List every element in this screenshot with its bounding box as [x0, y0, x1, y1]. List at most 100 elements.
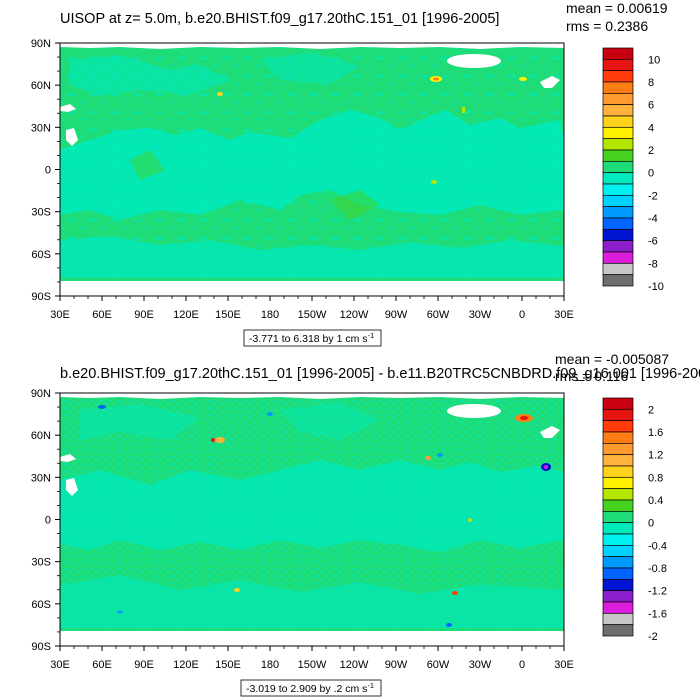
colorbar-label: 8	[648, 77, 654, 89]
x-tick-label: 120W	[340, 309, 369, 321]
colorbar-label: -8	[648, 258, 658, 270]
colorbar-label: -4	[648, 213, 658, 225]
colorbar-swatch	[602, 149, 634, 162]
colorbar-label: 2	[648, 145, 654, 157]
colorbar-swatch	[602, 408, 634, 422]
x-tick-label: 120W	[340, 659, 369, 671]
colorbar-swatch	[602, 240, 634, 253]
colorbar-label: -0.8	[648, 563, 667, 575]
y-tick-label: 90S	[31, 641, 51, 653]
colorbar-swatch	[602, 194, 634, 208]
panel-1-map	[60, 43, 564, 296]
colorbar-label: -10	[648, 281, 664, 293]
y-tick-label: 30N	[31, 472, 51, 484]
x-tick-label: 150W	[298, 659, 327, 671]
colorbar-label: -1.6	[648, 608, 667, 620]
panel-1-title: UISOP at z= 5.0m, b.e20.BHIST.f09_g17.20…	[60, 11, 499, 27]
colorbar-swatch	[602, 442, 634, 456]
x-tick-label: 180	[261, 309, 279, 321]
panel-2-axes: 30E 60E 90E 120E 150E 180 150W 120W 90W 60W 30W 0 30…	[31, 388, 574, 671]
panel-2-range-label: -3.019 to 2.909 by .2 cm s-1	[246, 681, 374, 695]
colorbar-label: 6	[648, 100, 654, 112]
colorbar-swatch	[602, 274, 634, 287]
colorbar-swatch	[602, 183, 634, 196]
colorbar-swatch	[602, 138, 634, 151]
colorbar-label: -6	[648, 236, 658, 248]
y-tick-label: 0	[45, 515, 51, 527]
colorbar-swatch	[602, 499, 634, 512]
x-tick-label: 120E	[173, 309, 199, 321]
colorbar-swatch	[602, 81, 634, 94]
panel-1-mean: mean = 0.00619	[566, 0, 668, 16]
x-tick-label: 180	[261, 659, 279, 671]
x-tick-label: 60W	[427, 309, 450, 321]
colorbar-swatch	[602, 612, 634, 626]
x-tick-label: 0	[519, 309, 525, 321]
colorbar-swatch	[602, 624, 634, 637]
x-tick-label: 150E	[215, 309, 241, 321]
panel-1-rms: rms = 0.2386	[566, 18, 648, 34]
colorbar-swatch	[602, 115, 634, 128]
colorbar-label: 0.4	[648, 495, 663, 507]
x-tick-label: 90W	[385, 659, 408, 671]
y-tick-label: 0	[45, 165, 51, 177]
x-tick-label: 90W	[385, 309, 408, 321]
colorbar-swatch	[602, 533, 634, 546]
x-tick-label: 60E	[92, 659, 112, 671]
panel-1-colorbar: 10 8 6 4 2 0 -2 -4 -6 -8 -10	[602, 47, 664, 293]
panel-1-range-label: -3.771 to 6.318 by 1 cm s-1	[249, 331, 374, 345]
panel-2-mean: mean = -0.005087	[555, 351, 669, 367]
colorbar-swatch	[602, 522, 634, 535]
colorbar-label: -2	[648, 631, 658, 643]
x-tick-label: 60E	[92, 309, 112, 321]
colorbar-label: 2	[648, 404, 654, 416]
x-tick-label: 90E	[134, 659, 154, 671]
panel-2-map	[60, 393, 564, 646]
x-tick-label: 150E	[215, 659, 241, 671]
y-tick-label: 60N	[31, 430, 51, 442]
y-tick-label: 60S	[31, 599, 51, 611]
colorbar-label: -0.4	[648, 540, 667, 552]
colorbar-swatch	[602, 431, 634, 444]
colorbar-swatch	[602, 126, 634, 140]
x-tick-label: 90E	[134, 309, 154, 321]
colorbar-swatch	[602, 70, 634, 83]
panel-2-title: b.e20.BHIST.f09_g17.20thC.151_01 [1996-2…	[60, 366, 700, 382]
colorbar-label: -1.2	[648, 586, 667, 598]
colorbar-swatch	[602, 567, 634, 580]
colorbar-label: -2	[648, 190, 658, 202]
x-tick-label: 60W	[427, 659, 450, 671]
y-tick-label: 60S	[31, 249, 51, 261]
colorbar-swatch	[602, 160, 634, 174]
x-tick-label: 30E	[554, 659, 574, 671]
colorbar-swatch	[602, 262, 634, 276]
colorbar-label: 4	[648, 122, 654, 134]
panel-1: UISOP at z= 5.0m, b.e20.BHIST.f09_g17.20…	[31, 0, 668, 347]
x-tick-label: 120E	[173, 659, 199, 671]
colorbar-label: 0.8	[648, 472, 663, 484]
colorbar-swatch	[602, 578, 634, 592]
colorbar-swatch	[602, 58, 634, 72]
colorbar-swatch	[602, 172, 634, 185]
colorbar-swatch	[602, 420, 634, 433]
x-tick-label: 30E	[554, 309, 574, 321]
colorbar-swatch	[602, 590, 634, 603]
y-tick-label: 30S	[31, 207, 51, 219]
panel-1-range-box	[243, 329, 382, 347]
colorbar-label: 0	[648, 518, 654, 530]
y-tick-label: 30N	[31, 122, 51, 134]
colorbar-swatch	[602, 601, 634, 614]
colorbar-swatch	[602, 556, 634, 569]
x-tick-label: 30W	[469, 309, 492, 321]
x-tick-label: 150W	[298, 309, 327, 321]
colorbar-swatch	[602, 47, 634, 60]
colorbar-swatch	[602, 488, 634, 501]
panel-2-rms: rms = 0.116	[555, 368, 628, 384]
colorbar-label: 1.2	[648, 450, 663, 462]
panel-1-axes: 30E 60E 90E 120E 150E 180 150W 120W 90W 60W 30W 0 30…	[31, 38, 574, 321]
y-tick-label: 60N	[31, 80, 51, 92]
panel-2-colorbar: 2 1.6 1.2 0.8 0.4 0 -0.4 -0.8 -1.2 -1.6 -2	[602, 397, 667, 643]
colorbar-swatch	[602, 104, 634, 117]
colorbar-swatch	[602, 510, 634, 524]
